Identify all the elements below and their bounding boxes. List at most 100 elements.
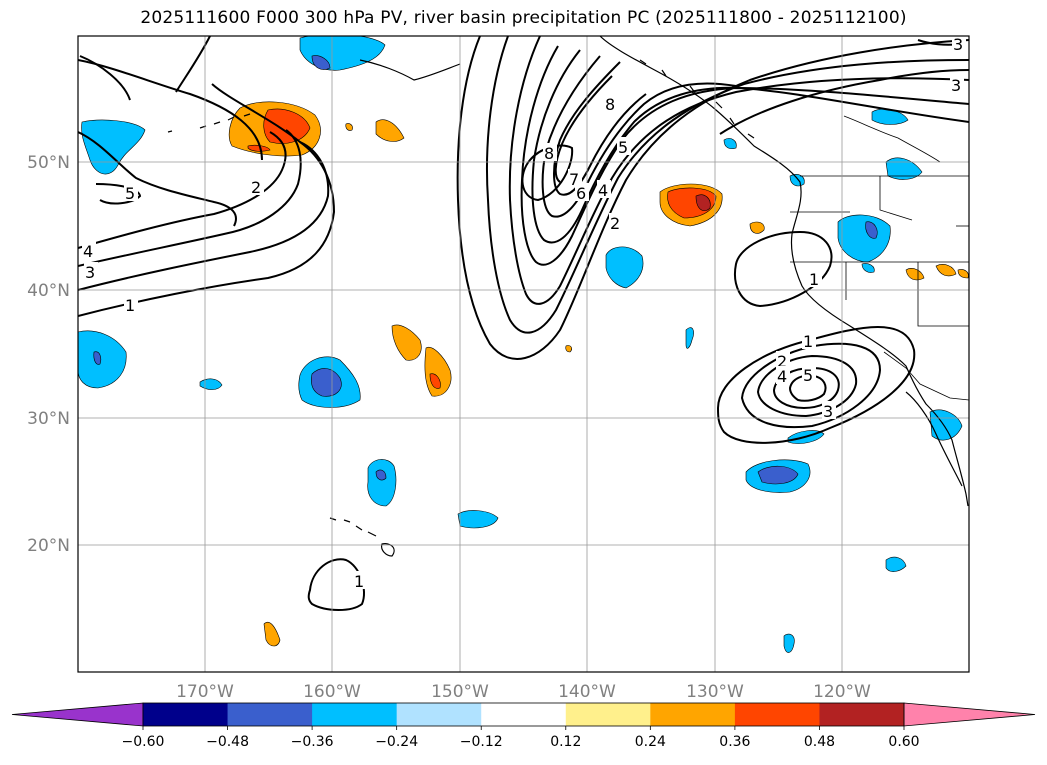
precip-shading (78, 36, 969, 653)
contour-label: 3 (951, 76, 961, 95)
aleutian-islands (167, 113, 251, 133)
precip-blob-neg (783, 633, 795, 653)
colorbar-tick-label: 0.48 (804, 734, 835, 750)
pv-contour (554, 75, 613, 183)
precip-blob-neg (93, 351, 102, 365)
pv-contour (734, 230, 833, 308)
map-frame (77, 35, 970, 673)
lon-label: 120°W (813, 682, 871, 702)
contour-label: 1 (809, 270, 819, 289)
pv-contour (95, 183, 142, 205)
lat-label: 20°N (27, 536, 70, 556)
us-mexico-border (883, 351, 969, 401)
contour-label: 3 (953, 35, 963, 54)
pv-contour (508, 36, 969, 305)
contour-label: 4 (83, 242, 93, 261)
colorbar-tick-label: −0.12 (460, 734, 503, 750)
precip-blob-neg (311, 55, 331, 70)
pv-contour (531, 49, 969, 244)
coast-islands (639, 59, 755, 139)
colorbar-cell (734, 703, 820, 726)
colorbar-tick-label: 0.24 (635, 734, 666, 750)
precip-blob-neg (757, 465, 799, 485)
latitude-labels: 50°N 40°N 30°N 20°N (27, 153, 70, 556)
colorbar-extend-low (11, 702, 144, 727)
pv-contour (78, 131, 287, 249)
lat-label: 40°N (27, 281, 70, 301)
contour-label: 5 (618, 138, 628, 157)
colorbar-cell (819, 703, 905, 726)
contour-label: 5 (803, 366, 813, 385)
colorbar-tick-label: 0.12 (550, 734, 581, 750)
lon-label: 160°W (303, 682, 361, 702)
colorbar-tick-label: 0.60 (888, 734, 919, 750)
contour-label: 2 (610, 214, 620, 233)
colorbar-cell (227, 703, 313, 726)
lon-label: 130°W (686, 682, 744, 702)
precip-blob-pos (345, 123, 353, 131)
colorbar-tick-label: −0.36 (291, 734, 334, 750)
colorbar-tick-label: −0.24 (375, 734, 418, 750)
colorbar-cell (565, 703, 651, 726)
colorbar-extend-high (903, 702, 1036, 727)
contour-label: 4 (777, 367, 787, 386)
pv-contour (78, 131, 237, 227)
pv-contour (716, 326, 916, 444)
precip-blob-pos (905, 268, 925, 281)
colorbar-tick-label: −0.60 (122, 734, 165, 750)
contour-label: 1 (354, 572, 364, 591)
contour-label: 3 (85, 263, 95, 282)
precip-blob-pos (749, 221, 765, 234)
colorbar-frame (142, 702, 905, 727)
contour-label: 8 (605, 95, 615, 114)
colorbar-cell (650, 703, 736, 726)
colorbar-tick-label: 0.36 (719, 734, 750, 750)
map-area: 5 4 3 1 2 8 8 7 6 5 4 2 3 3 (78, 35, 969, 672)
precip-blob-pos (935, 264, 957, 277)
precip-blob-neg (837, 214, 891, 263)
colorbar-tick-label: −0.48 (206, 734, 249, 750)
colorbar-cell (143, 703, 229, 726)
colorbar-cell (312, 703, 398, 726)
precip-blob-pos (375, 119, 405, 142)
pv-contour (78, 83, 336, 317)
pv-contour (553, 61, 647, 196)
baja-peninsula (905, 391, 963, 487)
contour-label: 1 (803, 332, 813, 351)
longitude-labels: 170°W 160°W 150°W 140°W 130°W 120°W (176, 682, 871, 702)
border (843, 115, 941, 163)
pv-contour (79, 55, 131, 101)
lon-label: 170°W (176, 682, 234, 702)
lon-label: 140°W (558, 682, 616, 702)
contour-label: 6 (576, 184, 586, 203)
precip-blob-neg (375, 469, 387, 481)
precip-blob-neg (311, 368, 342, 397)
precip-blob-pos (695, 194, 711, 211)
precip-blob-neg (885, 556, 907, 572)
precip-blob-neg (78, 330, 127, 389)
border (917, 262, 969, 327)
contour-label: 2 (251, 178, 261, 197)
pv-contour (719, 69, 969, 135)
contour-label: 8 (544, 144, 554, 163)
precip-blob-neg (723, 138, 737, 150)
hawaiian-islands (329, 517, 395, 557)
lon-label: 150°W (431, 682, 489, 702)
contour-label: 1 (125, 296, 135, 315)
border (879, 176, 913, 221)
precip-blob-neg (685, 327, 694, 349)
pv-contour (78, 59, 263, 161)
lat-label: 30°N (27, 409, 70, 429)
graticule (78, 36, 969, 672)
precip-blob-neg (367, 459, 397, 507)
pv-contour (78, 129, 302, 267)
precip-blob-pos (247, 144, 271, 152)
pv-contour (456, 36, 969, 360)
colorbar-cell (396, 703, 482, 726)
colorbar-cell (481, 703, 567, 726)
precip-blob-pos (429, 373, 441, 389)
precip-blob-neg (885, 157, 923, 180)
precip-blob-neg (861, 263, 875, 273)
pv-contour (772, 366, 840, 410)
